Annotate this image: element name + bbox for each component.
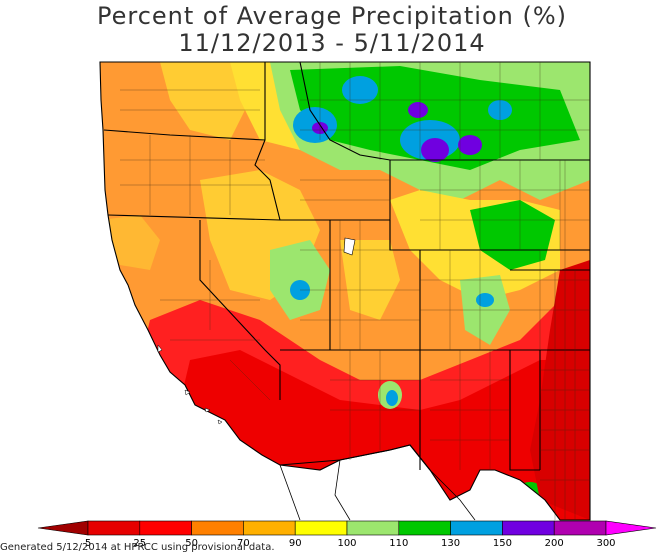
legend-tick-label: 100 <box>337 538 356 549</box>
legend-swatch <box>191 520 244 536</box>
legend-swatch <box>502 520 555 536</box>
legend-tick-label: 150 <box>493 538 512 549</box>
great-salt-lake <box>343 237 356 256</box>
legend-swatch-high-end <box>605 520 657 536</box>
legend-tick-label: 5 <box>85 538 91 549</box>
mexico-border-lines <box>279 459 476 521</box>
legend-swatch <box>346 520 400 536</box>
legend-tick-label: 25 <box>133 538 146 549</box>
legend-swatch <box>450 520 503 536</box>
legend-tick-label: 90 <box>289 538 302 549</box>
legend-tick-labels: 5 25 50 70 90 100 110 130 150 200 300 <box>85 538 616 549</box>
legend-swatch <box>243 520 296 536</box>
legend-tick-label: 110 <box>389 538 408 549</box>
legend-swatch <box>294 520 348 536</box>
date-range-subtitle: 11/12/2013 - 5/11/2014 <box>178 29 486 57</box>
legend-swatch <box>139 520 192 536</box>
legend-tick-label: 130 <box>441 538 460 549</box>
legend-tick-label: 300 <box>596 538 615 549</box>
data-credit: Generated 5/12/2014 at HPRCC using provi… <box>0 542 275 553</box>
legend-tick-label: 70 <box>237 538 250 549</box>
map-title: Percent of Average Precipitation (%) <box>96 2 568 30</box>
legend-color-bar <box>37 520 657 536</box>
legend-tick-label: 200 <box>545 538 564 549</box>
legend-swatch <box>398 520 451 536</box>
legend-swatch <box>87 520 141 536</box>
county-borders <box>120 62 590 520</box>
legend-swatch <box>553 520 607 536</box>
state-borders <box>99 61 591 521</box>
coastal-islands <box>157 344 223 425</box>
legend-tick-label: 50 <box>185 538 198 549</box>
legend-swatch-low-end <box>37 520 89 536</box>
